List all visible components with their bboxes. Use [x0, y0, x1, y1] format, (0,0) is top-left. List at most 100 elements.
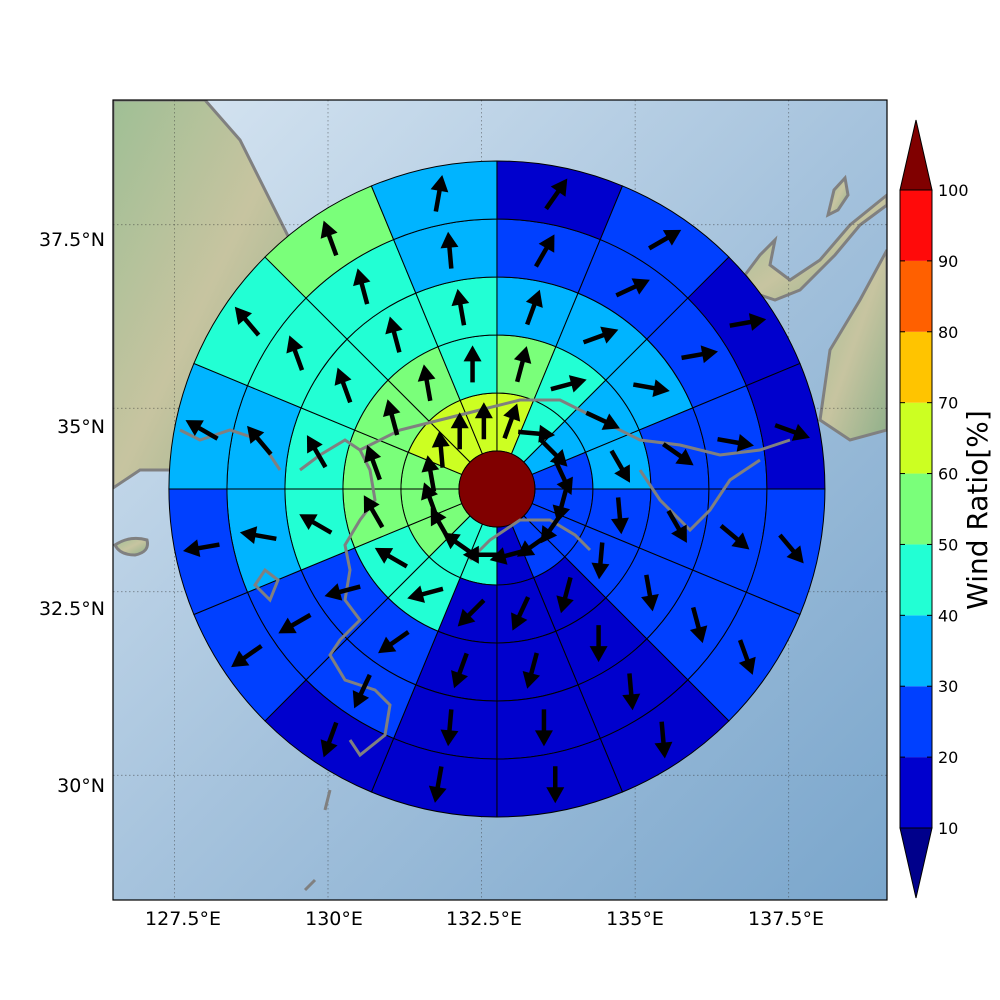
- japan-east-land: [818, 249, 887, 442]
- lat-tick-label: 32.5°N: [39, 598, 105, 620]
- wind-arrow: [463, 345, 482, 383]
- wind-arrow: [363, 495, 385, 529]
- lon-tick-label: 130°E: [305, 908, 363, 930]
- wind-arrow: [546, 766, 565, 804]
- colorbar-tick-label: 50: [938, 535, 958, 554]
- wind-arrow: [451, 288, 470, 326]
- wind-arrow: [582, 326, 619, 345]
- wind-arrow: [622, 673, 641, 711]
- wind-arrow: [774, 423, 810, 441]
- wind-arrow: [550, 375, 587, 393]
- colorbar-tick-label: 70: [938, 394, 958, 413]
- colorbar-tick-label: 90: [938, 252, 958, 271]
- map-frame: [112, 99, 888, 901]
- lon-tick-label: 127.5°E: [145, 908, 221, 930]
- wind-arrow: [299, 514, 333, 535]
- colorbar-frame: [899, 189, 933, 829]
- wind-arrow: [407, 585, 444, 603]
- wind-arrow: [182, 539, 220, 558]
- wind-arrow: [648, 229, 682, 251]
- wind-arrow: [729, 313, 767, 331]
- lon-tick-label: 135°E: [606, 908, 664, 930]
- longitude-axis: 127.5°E 130°E 132.5°E 135°E 137.5°E: [145, 908, 824, 930]
- wind-arrow: [417, 364, 436, 402]
- wind-arrow: [556, 576, 574, 614]
- wind-arrow: [609, 449, 631, 483]
- wind-arrow: [553, 460, 573, 495]
- chugoku-coastline: [359, 398, 791, 457]
- wind-arrow: [306, 435, 328, 469]
- wind-arrow: [615, 278, 650, 298]
- colorbar-cell: [900, 331, 932, 403]
- wind-arrow: [591, 542, 610, 580]
- colorbar-tick-label: 10: [938, 819, 958, 838]
- shikoku-coastline: [468, 518, 592, 562]
- wind-arrow: [421, 455, 440, 493]
- wind-arrow: [719, 523, 750, 550]
- lat-tick-label: 37.5°N: [39, 229, 105, 251]
- colorbar-label: Wind Ratio[%]: [961, 410, 994, 610]
- wind-arrow: [544, 178, 568, 211]
- wind-arrow: [778, 533, 804, 564]
- wind-arrow: [430, 175, 449, 212]
- land-relief: [113, 100, 887, 557]
- wind-arrow: [474, 402, 493, 440]
- colorbar-cell: [900, 615, 932, 687]
- wind-arrow: [450, 412, 469, 450]
- colorbar-ticks: 10 20 30 40 50 60 70 80 90 100: [900, 181, 969, 838]
- wind-arrow: [231, 644, 263, 668]
- wind-arrow: [513, 346, 532, 383]
- wind-arrow: [585, 410, 620, 430]
- lon-tick-label: 132.5°E: [446, 908, 522, 930]
- wind-arrow: [286, 335, 305, 371]
- wind-arrow: [239, 526, 277, 545]
- wind-arrow: [378, 630, 410, 654]
- wind-arrow: [364, 444, 382, 481]
- map-panel: [112, 99, 888, 901]
- wind-arrow: [278, 612, 312, 634]
- colorbar-under-extension: [899, 827, 933, 899]
- wind-arrow: [502, 403, 521, 440]
- wind-arrow: [610, 497, 629, 535]
- wind-sector: [370, 160, 498, 241]
- tsushima-coastline: [253, 567, 280, 603]
- colorbar-cells: [900, 190, 932, 828]
- wind-arrow: [234, 306, 261, 337]
- wind-arrow: [353, 268, 371, 305]
- lon-tick-label: 137.5°E: [748, 908, 824, 930]
- honshu-landmass: [743, 193, 887, 302]
- wind-arrow: [320, 220, 339, 257]
- wind-arrow: [421, 482, 439, 518]
- colorbar-tick-label: 100: [938, 181, 969, 200]
- colorbar-tick-label: 30: [938, 677, 958, 696]
- wind-arrow: [451, 652, 469, 689]
- wind-arrow: [717, 433, 754, 452]
- lat-tick-label: 30°N: [57, 775, 105, 797]
- wind-arrow: [534, 709, 553, 747]
- latitude-axis: 30°N 32.5°N 35°N 37.5°N: [39, 229, 105, 797]
- wind-arrow: [247, 425, 273, 456]
- wind-arrow: [185, 420, 219, 441]
- colorbar-tick-label: 80: [938, 323, 958, 342]
- coastline-overlay: [179, 398, 791, 892]
- wind-arrow: [737, 639, 756, 675]
- wind-arrow: [522, 652, 541, 689]
- kii-coastline: [638, 458, 761, 533]
- wind-arrow: [320, 721, 339, 758]
- wind-arrow: [681, 345, 718, 364]
- wind-arrow: [352, 673, 372, 709]
- wind-arrow: [511, 596, 531, 631]
- colorbar-cell: [900, 190, 932, 261]
- wind-arrow: [374, 547, 408, 569]
- wind-arrow: [662, 442, 694, 466]
- jeju-island: [113, 536, 149, 557]
- wind-arrow: [533, 234, 555, 268]
- wind-arrow: [324, 583, 361, 601]
- colorbar-cell: [900, 544, 932, 616]
- wind-arrow: [666, 509, 687, 543]
- wind-arrow: [589, 625, 608, 663]
- center-cell: [458, 450, 536, 528]
- colorbar-cell: [900, 686, 932, 758]
- lat-tick-label: 35°N: [57, 416, 105, 438]
